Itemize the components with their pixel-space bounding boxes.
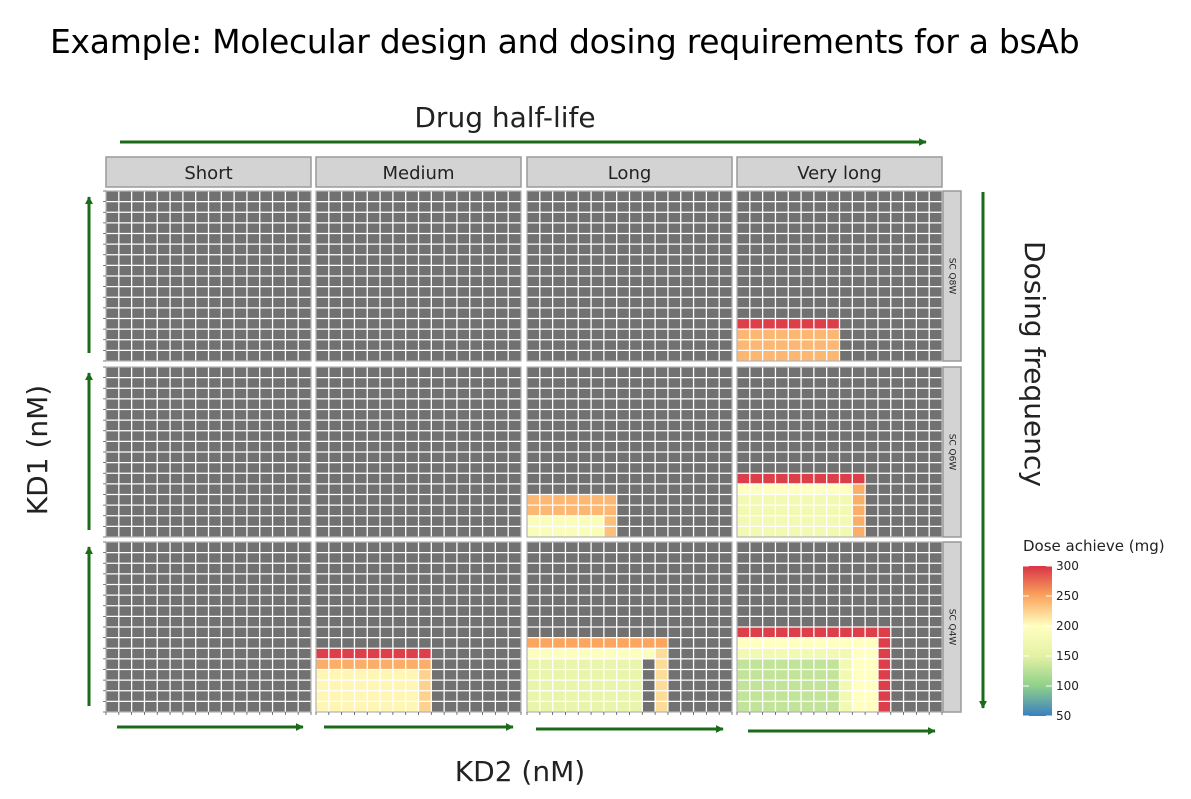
row-strip: SC Q8W: [942, 190, 962, 362]
legend-colorbar: [1023, 566, 1052, 716]
row-strip: SC Q6W: [942, 366, 962, 538]
x-axis-label: KD2 (nM): [455, 755, 585, 788]
heatmap-cell: [527, 637, 668, 649]
chart-title: Example: Molecular design and dosing req…: [50, 22, 1080, 61]
legend-tick-label: 300: [1056, 559, 1079, 573]
facet-panel: [526, 541, 733, 715]
heatmap-cell: [737, 483, 853, 495]
legend-tick-label: 50: [1056, 709, 1071, 723]
facet-panel: [103, 366, 312, 538]
column-strip-label: Very long: [797, 163, 882, 184]
column-strip: Long: [526, 156, 733, 188]
facet-panel: [103, 541, 312, 715]
facet-panel: [526, 366, 733, 538]
facet-panel: [315, 190, 522, 362]
legend-title: Dose achieve (mg): [1023, 537, 1165, 555]
heatmap-cell: [737, 648, 853, 659]
facet-panel: [103, 190, 312, 362]
column-strip-label: Short: [184, 163, 232, 184]
row-strip-label: SC Q8W: [947, 258, 957, 295]
heatmap-cell: [852, 483, 866, 537]
column-strip-label: Long: [608, 163, 652, 184]
heatmap-cell: [316, 648, 432, 659]
column-strip-label: Medium: [383, 163, 455, 184]
column-strip: Medium: [315, 156, 522, 188]
column-strip: Short: [105, 156, 312, 188]
facet-panel: [315, 366, 522, 538]
facet-panel: [736, 190, 943, 362]
facet-panel: [526, 190, 733, 362]
row-strip-label: SC Q4W: [947, 609, 957, 646]
facet-panel: [736, 366, 943, 538]
legend-tick-label: 100: [1056, 679, 1079, 693]
right-arrow-label: Dosing frequency: [1018, 241, 1051, 487]
legend-tick-label: 200: [1056, 619, 1079, 633]
facet-panel: [315, 541, 522, 715]
column-strip: Very long: [736, 156, 943, 188]
y-axis-label: KD1 (nM): [21, 385, 54, 515]
axis-labels: Drug half-life KD2 (nM) KD1 (nM) Dosing …: [21, 101, 1051, 788]
heatmap-cell: [527, 658, 643, 712]
legend-tick-label: 250: [1056, 589, 1079, 603]
facet-panel: [736, 541, 943, 715]
legend-tick-label: 150: [1056, 649, 1079, 663]
arrows-layer: [85, 138, 987, 735]
heatmap-cell: [737, 637, 878, 649]
top-arrow-label: Drug half-life: [414, 101, 595, 134]
heatmap-cell: [316, 658, 432, 670]
row-strip: SC Q4W: [942, 541, 962, 713]
legend-ticks: 300 250 200 150 100 50: [1023, 559, 1079, 723]
legend: Dose achieve (mg) 300 250 200 150 100 50: [1023, 537, 1165, 723]
row-strip-label: SC Q6W: [947, 434, 957, 471]
facet-strips: Short Medium Long Very long SC Q8W SC Q6W SC Q…: [105, 156, 962, 713]
heatmap-cell: [839, 658, 853, 712]
facet-panels: [103, 190, 943, 715]
